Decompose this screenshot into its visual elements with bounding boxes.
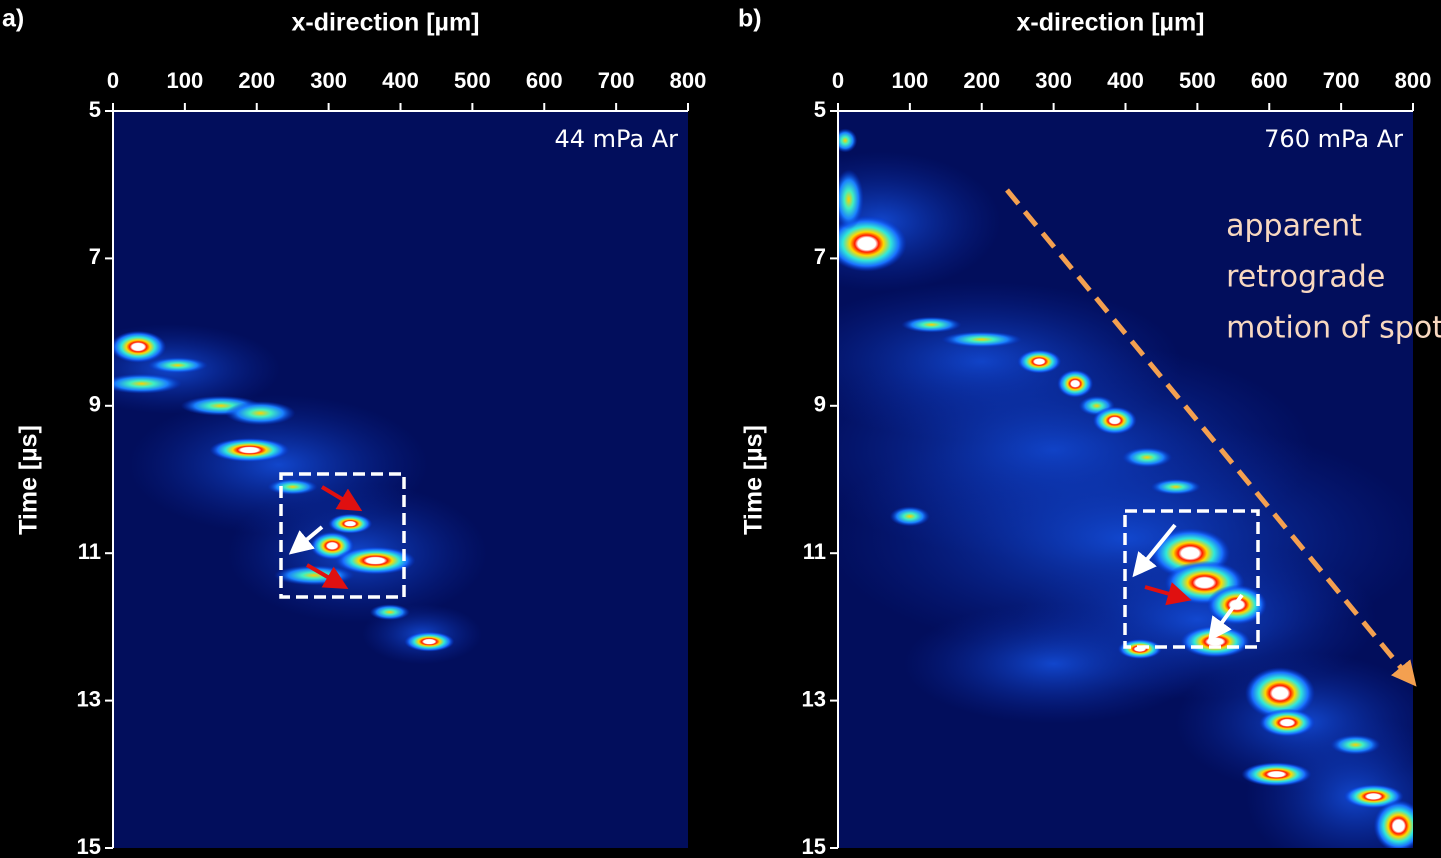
x-axis-title: x-direction [µm] (291, 9, 479, 37)
y-tick-label: 11 (803, 539, 826, 564)
y-tick-label: 7 (89, 244, 101, 269)
note: retrograde (1226, 260, 1385, 295)
x-tick-label: 300 (310, 68, 347, 93)
spot (889, 506, 930, 527)
spot (335, 546, 416, 575)
panel: 0 100 200 300 400 500 600 700 800 5 7 9 11 13 15 b) x-di… (738, 5, 1441, 858)
spot (838, 169, 864, 230)
x-tick-label: 700 (1323, 68, 1360, 93)
x-tick-label: 200 (963, 68, 1000, 93)
y-axis-title: Time [µs] (740, 425, 768, 535)
note: motion of spots (1226, 311, 1441, 346)
spot (838, 215, 907, 272)
arrow (288, 525, 324, 555)
spot (1017, 349, 1062, 374)
y-tick-label: 7 (814, 244, 826, 269)
spot (901, 316, 962, 333)
arrow (320, 485, 363, 512)
annotation: 760 mPa Ar (1264, 125, 1403, 153)
haze (903, 603, 1204, 724)
spot (1373, 799, 1413, 848)
spot (1330, 734, 1381, 755)
spot (1117, 639, 1162, 660)
arrow (1132, 523, 1177, 578)
spot (209, 438, 290, 463)
x-tick-label: 200 (238, 68, 275, 93)
y-tick-label: 15 (77, 834, 101, 858)
panel-label: b) (738, 5, 762, 33)
y-tick-label: 11 (78, 539, 101, 564)
x-axis-title: x-direction [µm] (1016, 9, 1204, 37)
y-tick-label: 5 (89, 97, 101, 122)
spot (404, 631, 455, 652)
trend-arrow (1005, 188, 1417, 687)
x-tick-label: 800 (670, 68, 707, 93)
x-tick-label: 600 (1251, 68, 1288, 93)
x-tick-label: 500 (454, 68, 491, 93)
spot (369, 604, 410, 621)
y-tick-label: 5 (814, 97, 826, 122)
x-tick-label: 0 (107, 68, 119, 93)
highlight-box (279, 472, 406, 599)
x-tick-label: 700 (598, 68, 635, 93)
spot (267, 478, 318, 495)
spot (1150, 478, 1201, 495)
spot (147, 357, 208, 374)
spot (941, 331, 1022, 348)
spot (113, 373, 182, 394)
arrow (1207, 593, 1244, 642)
spot (328, 513, 373, 534)
x-tick-label: 400 (382, 68, 419, 93)
spot (1245, 667, 1316, 720)
x-tick-label: 100 (892, 68, 929, 93)
spot (1092, 406, 1137, 435)
annotation: 44 mPa Ar (554, 125, 678, 153)
x-tick-label: 300 (1035, 68, 1072, 93)
x-tick-label: 0 (832, 68, 844, 93)
spot (1057, 369, 1094, 398)
spot (1259, 708, 1316, 737)
panel: 0 100 200 300 400 500 600 700 800 5 7 9 11 13 15 a) x-di… (2, 5, 706, 858)
x-tick-label: 400 (1107, 68, 1144, 93)
y-tick-label: 13 (77, 686, 101, 711)
x-tick-label: 600 (526, 68, 563, 93)
y-tick-label: 9 (814, 392, 826, 417)
y-tick-label: 13 (802, 686, 826, 711)
spot (1241, 762, 1312, 787)
y-tick-label: 15 (802, 834, 826, 858)
x-tick-label: 100 (167, 68, 204, 93)
panel-label: a) (2, 5, 24, 33)
x-tick-label: 500 (1179, 68, 1216, 93)
spot (1122, 447, 1173, 468)
spot (113, 330, 167, 363)
note: apparent (1226, 209, 1362, 244)
spot (225, 401, 296, 426)
highlight-box (1123, 509, 1260, 649)
y-tick-label: 9 (89, 392, 101, 417)
arrow (305, 563, 349, 590)
x-tick-label: 800 (1395, 68, 1432, 93)
spot (838, 128, 858, 153)
arrow (1144, 582, 1192, 606)
y-axis-title: Time [µs] (15, 425, 43, 535)
